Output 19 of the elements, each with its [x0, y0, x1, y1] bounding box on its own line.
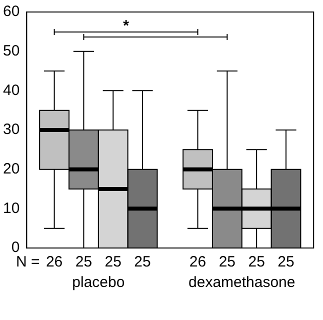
text: 25 — [218, 254, 236, 271]
y-tick-label: 40 — [2, 82, 20, 99]
y-tick-label: 30 — [2, 121, 20, 138]
y-tick-label: 60 — [2, 3, 20, 20]
text: N = — [16, 254, 40, 271]
y-tick-label: 50 — [2, 42, 20, 60]
text: 25 — [248, 254, 265, 271]
y-tick-label: 10 — [2, 200, 20, 217]
x-tick-label: placebo — [72, 274, 125, 292]
y-tick-label: 0 — [11, 239, 20, 256]
text: 26 — [46, 254, 63, 271]
x-tick-label: dexamethasone — [188, 274, 296, 292]
annotation: * — [123, 18, 130, 35]
text: 25 — [278, 254, 294, 271]
text: 25 — [134, 254, 151, 271]
text: 26 — [189, 254, 206, 271]
y-tick-label: 20 — [2, 160, 20, 178]
text: 25 — [104, 254, 122, 271]
text: 25 — [75, 254, 92, 271]
